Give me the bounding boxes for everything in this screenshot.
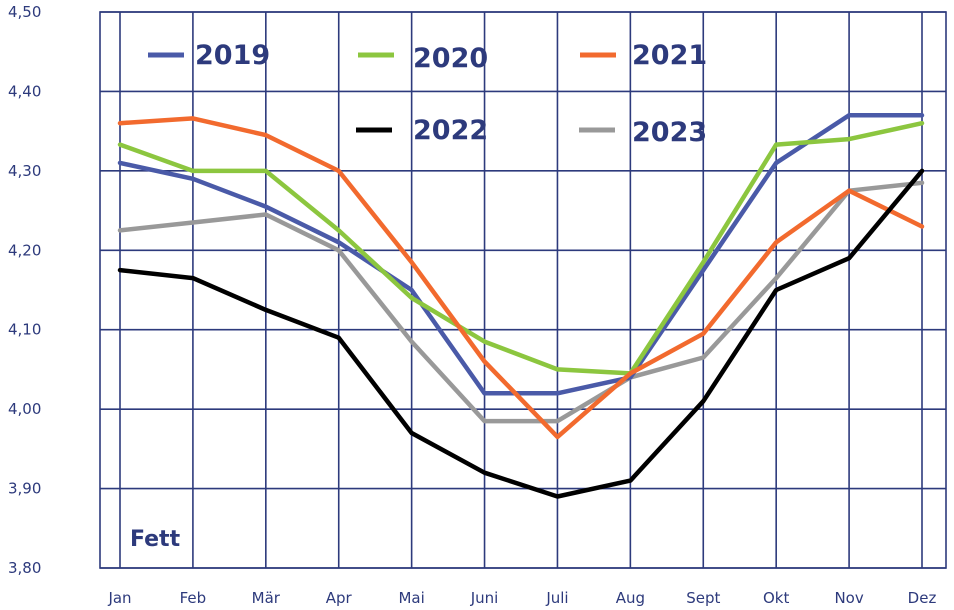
chart-label: Fett	[130, 527, 181, 552]
y-tick-label: 4,20	[8, 241, 41, 259]
legend-label-2022: 2022	[413, 115, 488, 146]
x-tick-label: Feb	[180, 589, 207, 607]
x-tick-label: Mai	[398, 589, 424, 607]
y-tick-label: 3,90	[8, 480, 41, 498]
x-tick-label: Jan	[107, 589, 131, 607]
y-tick-label: 4,10	[8, 321, 41, 339]
legend-label-2020: 2020	[413, 43, 488, 74]
legend-label-2019: 2019	[195, 40, 270, 71]
series-line-2023	[117, 180, 925, 424]
series-line-2021	[117, 116, 925, 440]
series-line-2020	[117, 120, 925, 376]
y-tick-label: 4,30	[8, 162, 41, 180]
y-tick-label: 4,40	[8, 82, 41, 100]
x-tick-label: Sept	[686, 589, 720, 607]
y-tick-label: 4,00	[8, 400, 41, 418]
legend-label-2023: 2023	[632, 117, 707, 148]
x-axis-ticks: Jan Feb Mär Apr Mai Juni Juli Aug Sept Okt Nov Dez	[107, 589, 936, 607]
series-line-2022	[117, 168, 925, 499]
x-tick-label: Dez	[908, 589, 937, 607]
x-tick-label: Juni	[470, 589, 499, 607]
x-tick-label: Apr	[326, 589, 353, 607]
x-tick-label: Okt	[763, 589, 789, 607]
y-tick-label: 4,50	[8, 3, 41, 21]
series-line-2019	[117, 113, 925, 396]
legend: 2019 2020 2021 2022 2023	[148, 40, 707, 148]
x-tick-label: Nov	[834, 589, 863, 607]
x-tick-label: Juli	[545, 589, 568, 607]
y-axis-ticks: 3,80 3,90 4,00 4,10 4,20 4,30 4,40 4,50	[8, 3, 41, 577]
series-lines	[117, 113, 925, 499]
y-tick-label: 3,80	[8, 559, 41, 577]
x-tick-label: Mär	[252, 589, 281, 607]
legend-label-2021: 2021	[632, 40, 707, 71]
x-tick-label: Aug	[616, 589, 645, 607]
